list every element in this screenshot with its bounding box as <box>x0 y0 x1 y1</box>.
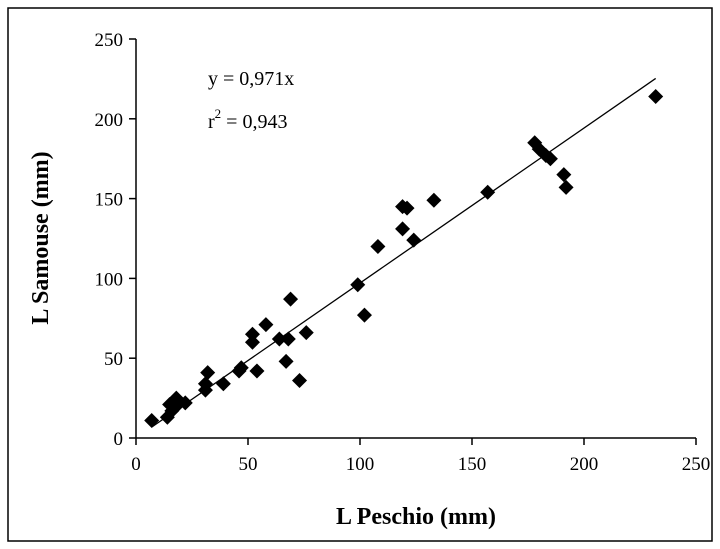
data-point <box>244 334 260 350</box>
data-point <box>350 277 366 293</box>
r-squared-symbol: r <box>208 111 215 133</box>
axes <box>129 38 697 445</box>
data-point <box>177 395 193 411</box>
data-point <box>144 412 160 428</box>
r-squared-value: = 0,943 <box>221 111 287 133</box>
data-point <box>283 291 299 307</box>
data-points <box>144 88 664 428</box>
data-point <box>648 88 664 104</box>
data-point <box>556 167 572 183</box>
data-point <box>244 326 260 342</box>
data-point <box>233 360 249 376</box>
data-point <box>258 317 274 333</box>
data-point <box>480 184 496 200</box>
data-point <box>215 376 231 392</box>
y-axis-title: L Samouse (mm) <box>28 151 54 324</box>
data-point <box>399 200 415 216</box>
r-squared-label: r2 = 0,943 <box>208 106 287 133</box>
x-tick-label: 150 <box>458 454 487 475</box>
data-point <box>292 373 308 389</box>
data-point <box>278 353 294 369</box>
y-tick-label: 50 <box>104 349 123 370</box>
y-tick-label: 0 <box>114 429 124 450</box>
x-tick-label: 100 <box>346 454 375 475</box>
data-point <box>406 232 422 248</box>
x-axis-title: L Peschio (mm) <box>336 504 496 530</box>
r-squared-exponent: 2 <box>215 106 222 121</box>
x-tick-label: 0 <box>131 454 141 475</box>
y-tick-label: 150 <box>95 190 124 211</box>
data-point <box>197 376 213 392</box>
data-point <box>280 331 296 347</box>
data-point <box>395 221 411 237</box>
x-tick-label: 250 <box>682 454 711 475</box>
data-point <box>356 307 372 323</box>
tick-labels: 0 50 100 150 200 250 0 50 100 150 200 250 <box>95 30 711 475</box>
x-tick-label: 200 <box>570 454 599 475</box>
equation-label: y = 0,971x <box>208 68 294 90</box>
data-point <box>426 192 442 208</box>
x-tick-label: 50 <box>239 454 258 475</box>
data-point <box>271 331 287 347</box>
data-point <box>370 238 386 254</box>
data-point <box>298 325 314 341</box>
data-point <box>249 363 265 379</box>
y-tick-label: 200 <box>95 110 124 131</box>
y-tick-label: 100 <box>95 269 124 290</box>
data-point <box>558 179 574 195</box>
y-tick-label: 250 <box>95 30 124 51</box>
data-point <box>542 151 558 167</box>
data-point <box>200 365 216 381</box>
chart-frame <box>7 7 713 542</box>
